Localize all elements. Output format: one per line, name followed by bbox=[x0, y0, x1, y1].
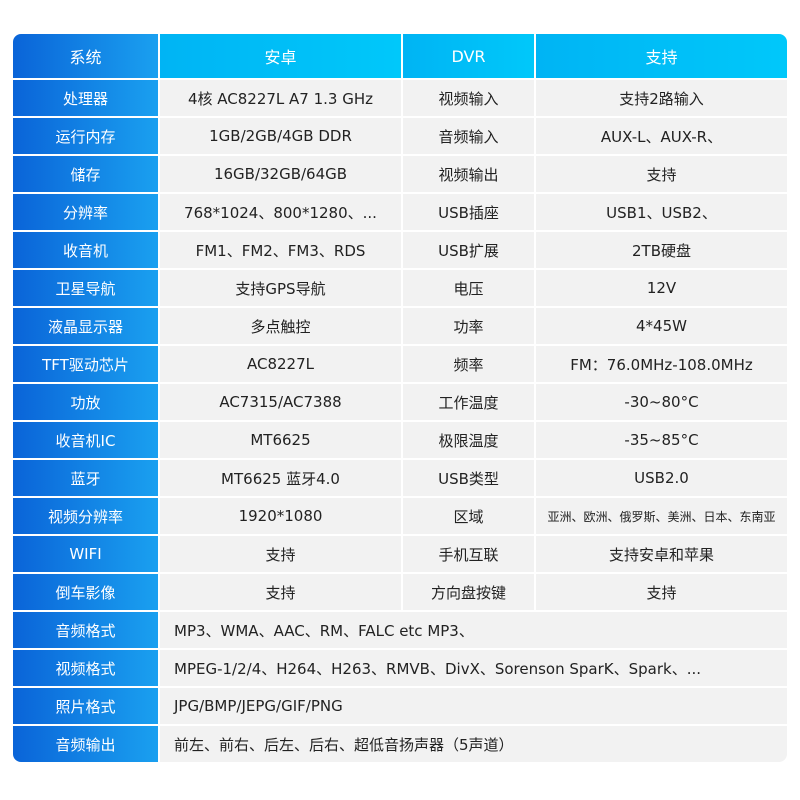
spec-value: MT6625 bbox=[160, 422, 401, 458]
spec-label: 蓝牙 bbox=[13, 460, 158, 496]
spec-label: 运行内存 bbox=[13, 118, 158, 154]
spec-label: 收音机IC bbox=[13, 422, 158, 458]
spec-label: 视频分辨率 bbox=[13, 498, 158, 534]
spec-value: 支持GPS导航 bbox=[160, 270, 401, 306]
header-cell: 系统 bbox=[13, 34, 158, 78]
spec-value: -30~80°C bbox=[536, 384, 787, 420]
spec-value: 支持安卓和苹果 bbox=[536, 536, 787, 572]
spec-value: 12V bbox=[536, 270, 787, 306]
header-cell: DVR bbox=[403, 34, 534, 78]
spec-value: FM：76.0MHz-108.0MHz bbox=[536, 346, 787, 382]
spec-value: 2TB硬盘 bbox=[536, 232, 787, 268]
spec-value: 支持 bbox=[160, 574, 401, 610]
spec-value: MP3、WMA、AAC、RM、FALC etc MP3、 bbox=[160, 612, 787, 648]
spec-label: 功率 bbox=[403, 308, 534, 344]
spec-label: TFT驱动芯片 bbox=[13, 346, 158, 382]
spec-label: 照片格式 bbox=[13, 688, 158, 724]
spec-value: JPG/BMP/JEPG/GIF/PNG bbox=[160, 688, 787, 724]
spec-value: AC8227L bbox=[160, 346, 401, 382]
spec-label: 视频输出 bbox=[403, 156, 534, 192]
spec-label: 视频输入 bbox=[403, 80, 534, 116]
spec-value: FM1、FM2、FM3、RDS bbox=[160, 232, 401, 268]
header-cell: 安卓 bbox=[160, 34, 401, 78]
spec-value: 16GB/32GB/64GB bbox=[160, 156, 401, 192]
spec-label: 手机互联 bbox=[403, 536, 534, 572]
spec-label: 卫星导航 bbox=[13, 270, 158, 306]
spec-table: 系统 安卓 DVR 支持 处理器 4核 AC8227L A7 1.3 GHz 视频输入 支持2… bbox=[13, 34, 787, 762]
spec-label: 电压 bbox=[403, 270, 534, 306]
spec-value: USB2.0 bbox=[536, 460, 787, 496]
spec-value: 支持 bbox=[536, 574, 787, 610]
spec-label: 功放 bbox=[13, 384, 158, 420]
spec-value: AC7315/AC7388 bbox=[160, 384, 401, 420]
spec-label: USB类型 bbox=[403, 460, 534, 496]
spec-value: 多点触控 bbox=[160, 308, 401, 344]
spec-label: 极限温度 bbox=[403, 422, 534, 458]
spec-value: 亚洲、欧洲、俄罗斯、美洲、日本、东南亚 bbox=[536, 498, 787, 534]
spec-value: 4核 AC8227L A7 1.3 GHz bbox=[160, 80, 401, 116]
spec-value: 前左、前右、后左、后右、超低音扬声器（5声道） bbox=[160, 726, 787, 762]
spec-label: 音频输出 bbox=[13, 726, 158, 762]
spec-value: 4*45W bbox=[536, 308, 787, 344]
spec-value: 支持 bbox=[536, 156, 787, 192]
spec-label: WIFI bbox=[13, 536, 158, 572]
header-cell: 支持 bbox=[536, 34, 787, 78]
spec-label: 频率 bbox=[403, 346, 534, 382]
spec-label: 倒车影像 bbox=[13, 574, 158, 610]
spec-value: 支持2路输入 bbox=[536, 80, 787, 116]
spec-value: 支持 bbox=[160, 536, 401, 572]
spec-label: 储存 bbox=[13, 156, 158, 192]
spec-value: -35~85°C bbox=[536, 422, 787, 458]
spec-value: 1920*1080 bbox=[160, 498, 401, 534]
spec-label: 音频输入 bbox=[403, 118, 534, 154]
spec-label: 工作温度 bbox=[403, 384, 534, 420]
spec-value: MPEG-1/2/4、H264、H263、RMVB、DivX、Sorenson … bbox=[160, 650, 787, 686]
spec-label: 液晶显示器 bbox=[13, 308, 158, 344]
spec-label: 视频格式 bbox=[13, 650, 158, 686]
spec-label: 区域 bbox=[403, 498, 534, 534]
spec-label: 音频格式 bbox=[13, 612, 158, 648]
spec-label: 收音机 bbox=[13, 232, 158, 268]
spec-label: 分辨率 bbox=[13, 194, 158, 230]
spec-value: 768*1024、800*1280、... bbox=[160, 194, 401, 230]
spec-value: AUX-L、AUX-R、 bbox=[536, 118, 787, 154]
spec-value: MT6625 蓝牙4.0 bbox=[160, 460, 401, 496]
spec-value: 1GB/2GB/4GB DDR bbox=[160, 118, 401, 154]
spec-value: USB1、USB2、 bbox=[536, 194, 787, 230]
spec-label: USB扩展 bbox=[403, 232, 534, 268]
spec-label: 处理器 bbox=[13, 80, 158, 116]
spec-label: 方向盘按键 bbox=[403, 574, 534, 610]
spec-label: USB插座 bbox=[403, 194, 534, 230]
